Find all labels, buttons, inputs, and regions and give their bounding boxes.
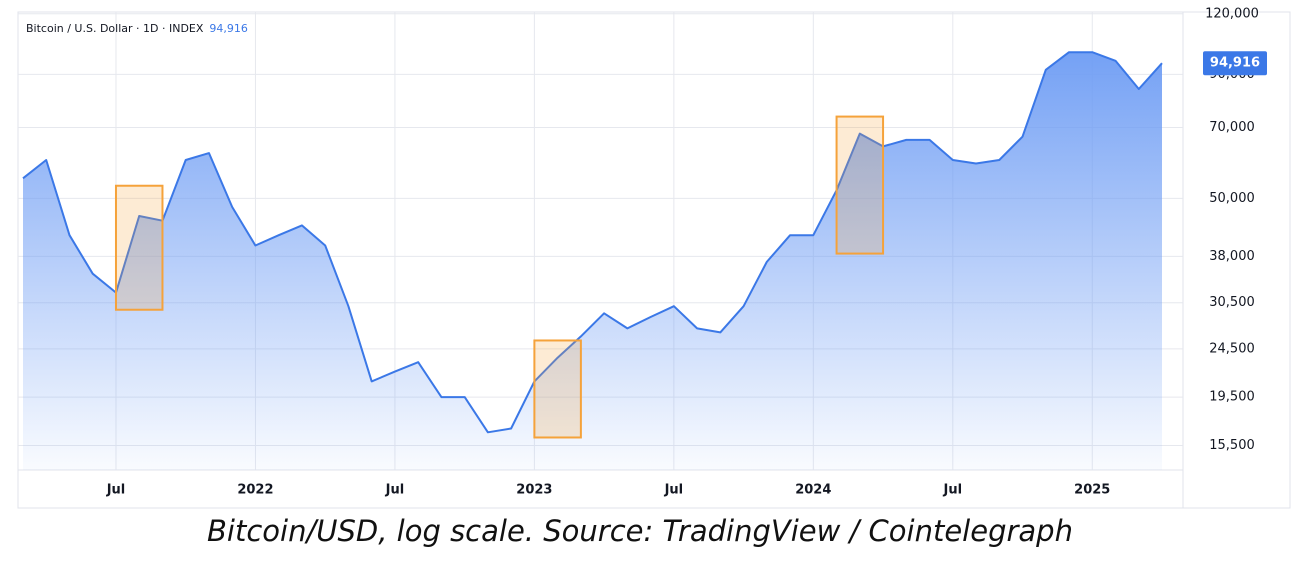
- y-tick-label: 38,000: [1209, 249, 1255, 264]
- caption: Bitcoin/USD, log scale. Source: TradingV…: [207, 514, 1073, 548]
- x-tick-label: 2022: [237, 483, 273, 498]
- x-tick-label: Jul: [385, 483, 405, 498]
- highlight-box: [533, 339, 582, 439]
- highlight-box: [835, 115, 885, 255]
- x-tick-label: 2025: [1074, 483, 1110, 498]
- plot-area: [22, 51, 1163, 470]
- highlight-box: [114, 184, 164, 311]
- last-price-box: [1203, 51, 1267, 76]
- x-tick-label: 2024: [795, 483, 831, 498]
- x-tick-label: Jul: [943, 483, 963, 498]
- header: Bitcoin / U.S. Dollar · 1D · INDEX: [26, 22, 204, 35]
- y-tick-label: 50,000: [1209, 191, 1255, 206]
- area-fill: [23, 52, 1162, 470]
- labels: 15,500 19,500 24,500 30,500 38,000 50,000 70,0…: [106, 6, 1267, 498]
- y-tick-label: 19,500: [1209, 390, 1255, 405]
- x-tick-label: 2023: [516, 483, 552, 498]
- y-tick-label: 70,000: [1209, 120, 1255, 135]
- y-tick-label: 15,500: [1209, 438, 1255, 453]
- x-tick-label: Jul: [664, 483, 684, 498]
- y-tick-label: 30,500: [1209, 295, 1255, 310]
- y-tick-label: 24,500: [1209, 341, 1255, 356]
- header-price: 94,916: [209, 22, 248, 35]
- frame: [17, 11, 1291, 509]
- last-price-label: 94,916: [1210, 56, 1260, 71]
- y-tick-label: 120,000: [1205, 6, 1259, 21]
- x-tick-label: Jul: [106, 483, 126, 498]
- price-line: [22, 51, 1163, 434]
